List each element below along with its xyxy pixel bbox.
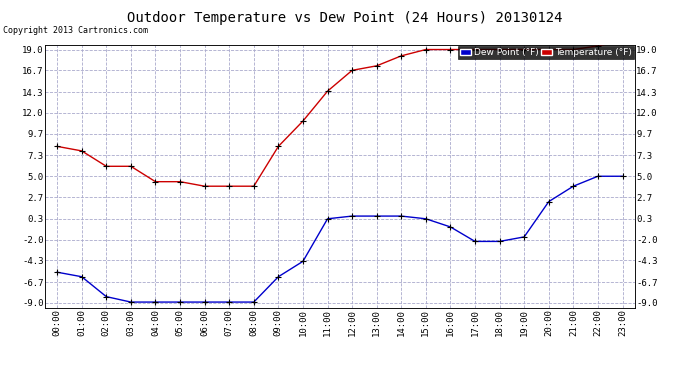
Text: Outdoor Temperature vs Dew Point (24 Hours) 20130124: Outdoor Temperature vs Dew Point (24 Hou… bbox=[127, 11, 563, 25]
Legend: Dew Point (°F), Temperature (°F): Dew Point (°F), Temperature (°F) bbox=[458, 46, 634, 59]
Text: Copyright 2013 Cartronics.com: Copyright 2013 Cartronics.com bbox=[3, 26, 148, 35]
